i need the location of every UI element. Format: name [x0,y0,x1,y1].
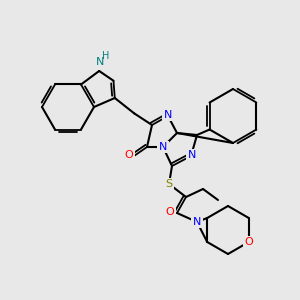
Text: N: N [159,142,167,152]
Text: O: O [244,237,253,247]
Text: N: N [188,150,196,160]
Text: H: H [103,51,110,61]
Text: N: N [96,57,104,67]
Text: N: N [164,110,172,120]
Text: N: N [193,217,201,227]
Text: S: S [165,179,172,189]
Text: O: O [166,207,174,217]
Text: O: O [124,150,134,160]
